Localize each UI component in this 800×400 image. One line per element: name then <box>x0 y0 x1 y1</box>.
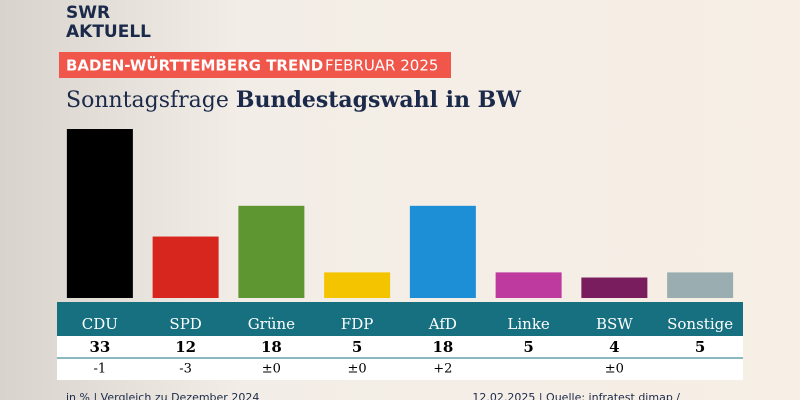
banner-bold: BADEN-WÜRTTEMBERG TREND <box>66 56 323 75</box>
category-label: FDP <box>341 315 374 333</box>
value-label: 33 <box>89 338 110 356</box>
category-label: AfD <box>428 315 457 333</box>
brand-line1: SWR <box>66 3 110 23</box>
category-label: SPD <box>169 315 201 333</box>
value-label: 18 <box>261 338 282 356</box>
category-label: Linke <box>507 315 550 333</box>
value-label: 4 <box>609 338 619 356</box>
title-main: Bundestagswahl in BW <box>236 87 521 113</box>
category-label: Grüne <box>248 315 295 333</box>
change-label: -1 <box>94 362 107 377</box>
change-label: ±0 <box>262 362 281 377</box>
banner <box>59 52 451 78</box>
value-label: 5 <box>695 338 705 356</box>
bar <box>324 272 391 298</box>
change-label: -3 <box>179 362 192 377</box>
value-label: 5 <box>523 338 533 356</box>
footnote-right: 12.02.2025 | Quelle: infratest dimap / <box>472 391 680 400</box>
title-prefix: Sonntagsfrage <box>66 88 229 113</box>
bar <box>409 205 476 298</box>
category-label: CDU <box>82 315 118 333</box>
footnote-left: in % | Vergleich zu Dezember 2024 <box>66 391 259 400</box>
category-band <box>57 302 743 336</box>
bar <box>152 236 219 298</box>
value-label: 12 <box>175 338 196 356</box>
category-label: Sonstige <box>667 315 733 333</box>
category-label: BSW <box>596 315 633 333</box>
value-label: 5 <box>352 338 362 356</box>
bar <box>581 277 648 298</box>
banner-light: FEBRUAR 2025 <box>325 57 438 75</box>
bar <box>495 272 562 298</box>
bar <box>238 205 305 298</box>
bar <box>66 129 133 298</box>
brand-line2: AKTUELL <box>66 22 151 42</box>
bar <box>667 272 734 298</box>
change-label: +2 <box>433 362 452 377</box>
chart-title: Sonntagsfrage Bundestagswahl in BW <box>66 87 521 113</box>
change-label: ±0 <box>605 362 624 377</box>
value-label: 18 <box>432 338 453 356</box>
change-label: ±0 <box>348 362 367 377</box>
